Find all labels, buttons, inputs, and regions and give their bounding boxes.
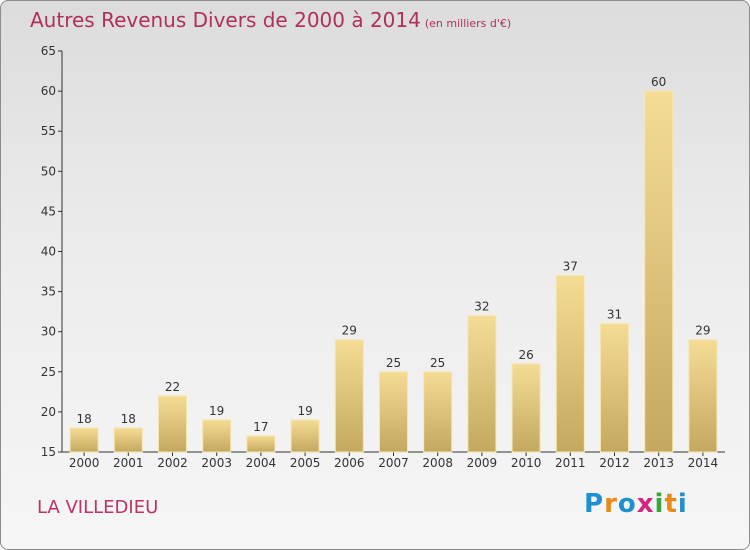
bar-value-label: 60 — [651, 75, 666, 89]
y-tick-label: 25 — [41, 365, 56, 379]
y-tick-label: 30 — [41, 325, 56, 339]
y-tick-label: 45 — [41, 204, 56, 218]
logo-letter: t — [664, 489, 678, 519]
y-tick-label: 50 — [41, 164, 56, 178]
bar — [688, 339, 718, 453]
x-tick-label: 2007 — [378, 456, 409, 470]
chart-title: Autres Revenus Divers de 2000 à 2014 (en … — [30, 8, 511, 32]
y-tick-label: 60 — [41, 84, 56, 98]
bar — [202, 419, 232, 453]
bar — [423, 371, 453, 453]
x-tick-label: 2002 — [157, 456, 188, 470]
bar-value-label: 26 — [518, 348, 533, 362]
y-tick-label: 20 — [41, 405, 56, 419]
location-label: LA VILLEDIEU — [37, 497, 159, 518]
x-tick-label: 2010 — [511, 456, 542, 470]
bar — [644, 90, 674, 453]
x-tick-label: 2012 — [599, 456, 630, 470]
y-tick-label: 15 — [41, 445, 56, 459]
bar — [334, 339, 364, 453]
x-tick-label: 2008 — [422, 456, 453, 470]
logo-letter: i — [677, 489, 688, 519]
logo-letter: o — [617, 489, 637, 519]
bar-value-label: 18 — [76, 412, 91, 426]
proxiti-logo: Proxiti — [584, 489, 688, 519]
x-tick-label: 2014 — [688, 456, 719, 470]
x-tick-label: 2005 — [290, 456, 321, 470]
bar-value-label: 19 — [297, 404, 312, 418]
x-tick-label: 2003 — [201, 456, 232, 470]
bar-value-label: 19 — [209, 404, 224, 418]
y-tick-label: 40 — [41, 245, 56, 259]
logo-letter: r — [604, 489, 618, 519]
bar — [158, 395, 187, 453]
bar-value-label: 22 — [165, 380, 180, 394]
bar — [113, 427, 143, 453]
bar-value-label: 17 — [253, 420, 268, 434]
x-tick-label: 2006 — [334, 456, 365, 470]
y-tick-label: 35 — [41, 285, 56, 299]
bar-value-label: 25 — [386, 356, 401, 370]
y-tick-label: 65 — [41, 44, 56, 58]
bar — [467, 315, 497, 453]
x-tick-label: 2004 — [246, 456, 277, 470]
bar-value-label: 29 — [342, 324, 357, 338]
chart-title-text: Autres Revenus Divers de 2000 à 2014 — [30, 8, 421, 32]
bar-value-label: 31 — [607, 308, 622, 322]
bar-value-label: 32 — [474, 300, 489, 314]
bar-value-label: 25 — [430, 356, 445, 370]
bar — [600, 323, 629, 453]
bar — [379, 371, 408, 453]
bar-value-label: 37 — [563, 260, 578, 274]
x-tick-label: 2013 — [643, 456, 674, 470]
bar-value-label: 29 — [695, 324, 710, 338]
y-tick-label: 55 — [41, 124, 56, 138]
bar-value-label: 18 — [121, 412, 136, 426]
logo-letter: i — [654, 489, 665, 519]
x-tick-label: 2000 — [69, 456, 100, 470]
x-tick-label: 2011 — [555, 456, 586, 470]
bar — [555, 275, 585, 453]
bar — [246, 435, 276, 453]
bar — [290, 419, 320, 453]
logo-letter: x — [636, 489, 655, 519]
bar — [511, 363, 541, 453]
chart-subtitle: (en milliers d'€) — [424, 17, 512, 30]
x-tick-label: 2009 — [467, 456, 498, 470]
logo-letter: P — [584, 489, 605, 519]
x-tick-label: 2001 — [113, 456, 144, 470]
bar — [69, 427, 99, 453]
